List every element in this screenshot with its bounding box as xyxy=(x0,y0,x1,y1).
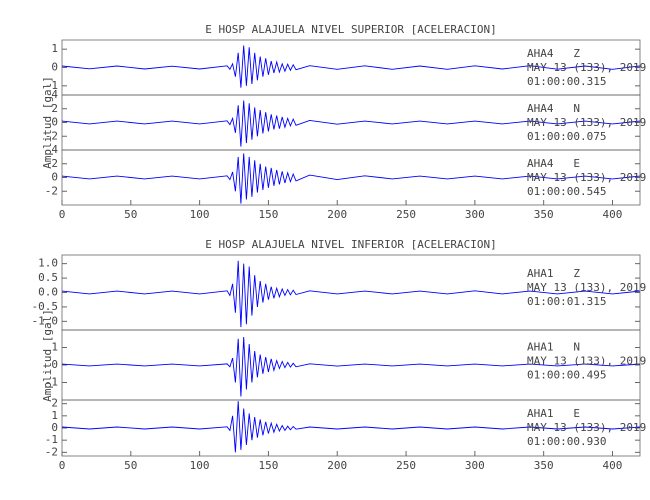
date-label: MAY 13 (133), 2019 xyxy=(527,116,646,129)
y-tick-label: 0.0 xyxy=(38,286,58,299)
time-label: 01:00:00.315 xyxy=(527,75,606,88)
x-tick-label: 350 xyxy=(534,459,554,472)
y-tick-label: 4 xyxy=(51,143,58,156)
x-tick-label: 0 xyxy=(59,208,66,221)
station-label: AHA1 E xyxy=(527,407,580,420)
x-tick-label: 0 xyxy=(59,459,66,472)
x-tick-label: 300 xyxy=(465,459,485,472)
x-tick-label: 350 xyxy=(534,208,554,221)
station-label: AHA4 E xyxy=(527,157,580,170)
x-tick-label: 100 xyxy=(190,208,210,221)
y-tick-label: 0.5 xyxy=(38,271,58,284)
y-tick-label: 1 xyxy=(51,42,58,55)
y-tick-label: 2 xyxy=(51,397,58,410)
chart-title: E HOSP ALAJUELA NIVEL INFERIOR [ACELERAC… xyxy=(205,238,496,251)
x-tick-label: 200 xyxy=(327,208,347,221)
waveform xyxy=(61,100,641,147)
x-tick-label: 150 xyxy=(258,208,278,221)
x-tick-label: 400 xyxy=(603,459,623,472)
y-tick-label: -2 xyxy=(45,445,58,458)
y-tick-label: 2 xyxy=(51,102,58,115)
y-tick-label: -2 xyxy=(45,184,58,197)
y-tick-label: 0 xyxy=(51,61,58,74)
waveform xyxy=(61,401,641,453)
station-label: AHA4 N xyxy=(527,102,580,115)
y-axis-label: Amplitud [gal] xyxy=(41,309,54,402)
y-tick-label: 0 xyxy=(51,116,58,129)
station-label: AHA4 Z xyxy=(527,47,580,60)
station-label: AHA1 Z xyxy=(527,267,580,280)
date-label: MAY 13 (133), 2019 xyxy=(527,61,646,74)
x-tick-label: 200 xyxy=(327,459,347,472)
y-tick-label: -0.5 xyxy=(32,300,59,313)
y-tick-label: 4 xyxy=(51,88,58,101)
date-label: MAY 13 (133), 2019 xyxy=(527,171,646,184)
y-tick-label: -1 xyxy=(45,79,58,92)
x-tick-label: 100 xyxy=(190,459,210,472)
y-tick-label: -2 xyxy=(45,129,58,142)
y-tick-label: 1 xyxy=(51,409,58,422)
date-label: MAY 13 (133), 2019 xyxy=(527,355,646,368)
y-tick-label: 1 xyxy=(51,341,58,354)
x-tick-label: 50 xyxy=(124,459,137,472)
chart-title: E HOSP ALAJUELA NIVEL SUPERIOR [ACELERAC… xyxy=(205,23,496,36)
time-label: 01:00:00.930 xyxy=(527,435,606,448)
x-tick-label: 400 xyxy=(603,208,623,221)
waveform xyxy=(61,336,641,397)
x-tick-label: 50 xyxy=(124,208,137,221)
waveform xyxy=(61,153,641,204)
y-tick-label: -1 xyxy=(45,376,58,389)
x-tick-label: 150 xyxy=(258,459,278,472)
date-label: MAY 13 (133), 2019 xyxy=(527,281,646,294)
time-label: 01:00:00.075 xyxy=(527,130,606,143)
time-label: 01:00:00.495 xyxy=(527,369,606,382)
station-label: AHA1 N xyxy=(527,341,580,354)
y-tick-label: -1 xyxy=(45,433,58,446)
time-label: 01:00:00.545 xyxy=(527,185,606,198)
y-axis-label: Amplitud [gal] xyxy=(41,76,54,169)
y-tick-label: 1.0 xyxy=(38,257,58,270)
y-tick-label: 0 xyxy=(51,171,58,184)
y-tick-label: -1.0 xyxy=(32,314,59,327)
x-tick-label: 250 xyxy=(396,459,416,472)
x-tick-label: 250 xyxy=(396,208,416,221)
waveform xyxy=(61,45,641,88)
y-tick-label: 0 xyxy=(51,358,58,371)
time-label: 01:00:01.315 xyxy=(527,295,606,308)
x-tick-label: 300 xyxy=(465,208,485,221)
y-tick-label: 2 xyxy=(51,157,58,170)
y-tick-label: 0 xyxy=(51,421,58,434)
date-label: MAY 13 (133), 2019 xyxy=(527,421,646,434)
waveform xyxy=(61,260,641,328)
